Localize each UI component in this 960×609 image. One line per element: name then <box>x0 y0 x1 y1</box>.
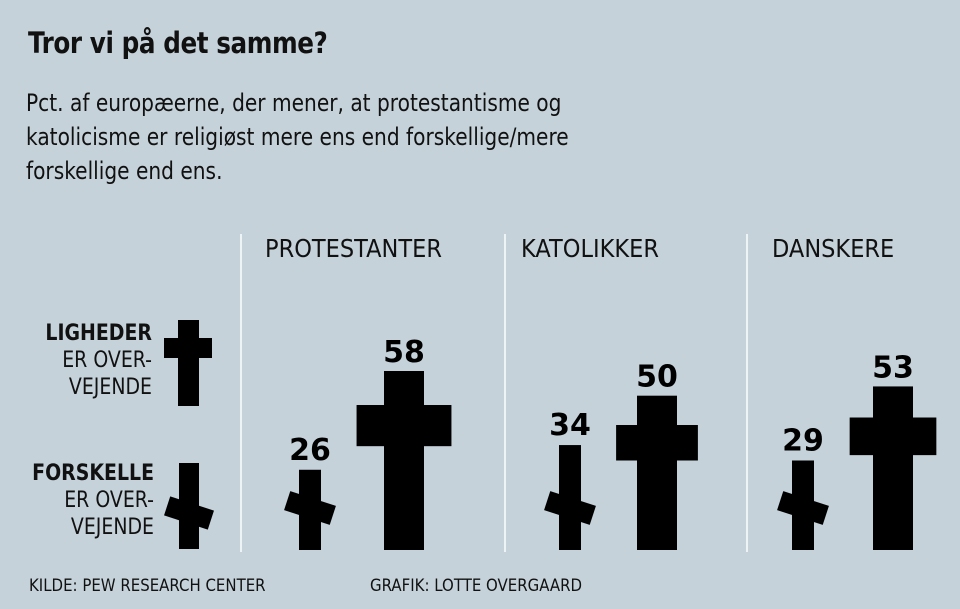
value-label-ligheder-danskere: 53 <box>872 350 914 385</box>
mark-forskelle-protestanter <box>284 469 336 550</box>
subtitle-line: katolicisme er religiøst mere ens end fo… <box>26 123 569 151</box>
legend-different-bold: FORSKELLE <box>32 461 155 486</box>
cross-arm <box>356 405 452 447</box>
legend-different-label: FORSKELLE ER OVER- VEJENDE <box>0 460 154 541</box>
value-label-forskelle-danskere: 29 <box>782 424 824 459</box>
broken-cross-icon <box>164 463 214 549</box>
source-credit: KILDE: PEW RESEARCH CENTER <box>29 576 266 596</box>
cross-shaft <box>637 395 677 550</box>
mark-forskelle-danskere <box>777 460 829 550</box>
mark-forskelle-katolikker <box>544 445 596 550</box>
subtitle-line: forskellige end ens. <box>26 157 223 185</box>
cross-arm <box>284 491 336 525</box>
legend-similar-line2: ER OVER- <box>62 348 152 373</box>
mark-ligheder-danskere <box>849 386 937 550</box>
group-label-katolikker: KATOLIKKER <box>521 234 659 263</box>
group-label-danskere: DANSKERE <box>772 234 895 263</box>
group-divider <box>240 234 242 552</box>
group-divider <box>746 234 748 552</box>
cross-shaft <box>384 371 424 550</box>
group-label-protestanter: PROTESTANTER <box>265 234 442 263</box>
legend-different-line3: VEJENDE <box>70 515 154 540</box>
subtitle-line: Pct. af europæerne, der mener, at protes… <box>26 89 562 117</box>
upright-cross-icon <box>164 320 212 406</box>
value-label-forskelle-protestanter: 26 <box>289 433 331 468</box>
cross-shaft <box>873 386 913 550</box>
legend-similar-line3: VEJENDE <box>68 375 152 400</box>
chart-title: Tror vi på det samme? <box>28 26 328 60</box>
mark-ligheder-protestanter <box>356 371 452 550</box>
graphic-credit: GRAFIK: LOTTE OVERGAARD <box>370 576 583 596</box>
value-label-ligheder-katolikker: 50 <box>636 360 678 395</box>
value-label-forskelle-katolikker: 34 <box>549 408 591 443</box>
legend-similar-label: LIGHEDER ER OVER- VEJENDE <box>0 320 152 401</box>
cross-arm <box>616 425 698 461</box>
cross-arm <box>777 491 829 525</box>
cross-arm <box>849 417 937 456</box>
mark-ligheder-katolikker <box>616 395 698 550</box>
group-divider <box>504 234 506 552</box>
chart-subtitle: Pct. af europæerne, der mener, at protes… <box>26 86 698 188</box>
value-label-ligheder-protestanter: 58 <box>383 335 425 370</box>
cross-arm <box>544 491 596 525</box>
legend-different-line2: ER OVER- <box>64 488 154 513</box>
legend-similar-bold: LIGHEDER <box>45 321 152 346</box>
